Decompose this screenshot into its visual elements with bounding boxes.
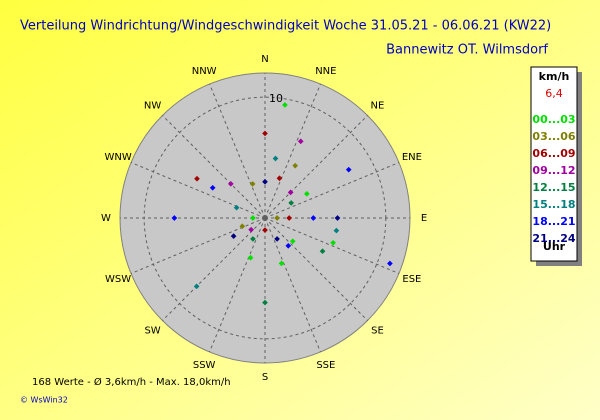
direction-label: WSW (105, 274, 131, 285)
grid-ring (143, 96, 387, 340)
legend-entry: 06...09 (532, 147, 575, 160)
direction-label: E (421, 213, 427, 224)
data-point (334, 215, 341, 221)
data-point (272, 155, 279, 162)
direction-line (264, 217, 368, 321)
data-point (297, 138, 304, 145)
chart-title: Verteilung Windrichtung/Windgeschwindigk… (20, 19, 551, 34)
legend-box (530, 66, 578, 262)
legend-unit: km/h (539, 70, 570, 83)
data-point (286, 215, 292, 221)
direction-label: SW (144, 325, 160, 336)
data-point (171, 215, 178, 221)
data-point (282, 102, 288, 108)
data-point (288, 200, 294, 206)
direction-label: WNW (104, 152, 131, 163)
current-value: 6,4 (545, 87, 563, 100)
data-point (250, 236, 256, 242)
data-point (233, 204, 240, 211)
data-point (285, 242, 292, 249)
data-point (278, 260, 285, 267)
copyright: © WsWin32 (20, 396, 68, 405)
legend-entry: 00...03 (532, 113, 575, 126)
direction-label: NNE (315, 66, 336, 77)
data-point (387, 260, 393, 267)
direction-label: SSW (193, 360, 216, 371)
data-point (230, 233, 237, 239)
direction-label: N (261, 54, 268, 65)
data-point (304, 191, 310, 197)
data-point (276, 175, 283, 182)
direction-label: SSE (316, 360, 335, 371)
data-point (292, 162, 299, 169)
direction-label: ENE (402, 152, 422, 163)
data-point (333, 227, 340, 234)
direction-line (209, 217, 266, 353)
data-point (287, 189, 294, 196)
direction-label: NNW (192, 66, 217, 77)
data-point (239, 223, 246, 230)
legend-footer: Uhr (543, 240, 566, 253)
direction-label: NE (371, 101, 385, 112)
legend-entry: 18...21 (532, 215, 575, 228)
direction-label: ESE (402, 274, 421, 285)
data-point (345, 166, 352, 173)
legend-entry: 09...12 (532, 164, 575, 177)
data-point (310, 215, 317, 221)
direction-line (264, 217, 400, 274)
data-point (194, 175, 200, 182)
data-point (330, 239, 336, 246)
legend-entry: 15...18 (532, 198, 575, 211)
data-point (227, 180, 234, 187)
data-point (274, 236, 280, 242)
legend-entry: 03...06 (532, 130, 575, 143)
data-point (209, 184, 216, 191)
data-point (262, 130, 268, 137)
direction-label: NW (144, 101, 161, 112)
direction-label: W (101, 213, 111, 224)
data-point (262, 299, 268, 306)
data-point (248, 226, 254, 233)
data-point (319, 248, 326, 255)
legend-entry: 12...15 (532, 181, 575, 194)
data-point (193, 283, 200, 290)
direction-label: SE (371, 325, 384, 336)
data-point (289, 238, 296, 245)
direction-line (264, 115, 368, 219)
data-point (262, 227, 268, 233)
data-point (250, 215, 256, 221)
direction-line (209, 83, 266, 219)
direction-line (264, 83, 321, 219)
legend-entry: 21...24 (532, 232, 575, 245)
chart-subtitle: Bannewitz OT. Wilmsdorf (386, 43, 548, 58)
data-point (274, 215, 280, 221)
data-point (249, 181, 256, 187)
data-point (262, 178, 268, 185)
r-tick-label: 10 (269, 92, 283, 105)
direction-label: S (262, 372, 268, 383)
footer: 168 Werte - Ø 3,6km/h - Max. 18,0km/h (32, 376, 231, 388)
direction-line (264, 162, 400, 219)
direction-line (264, 217, 321, 353)
